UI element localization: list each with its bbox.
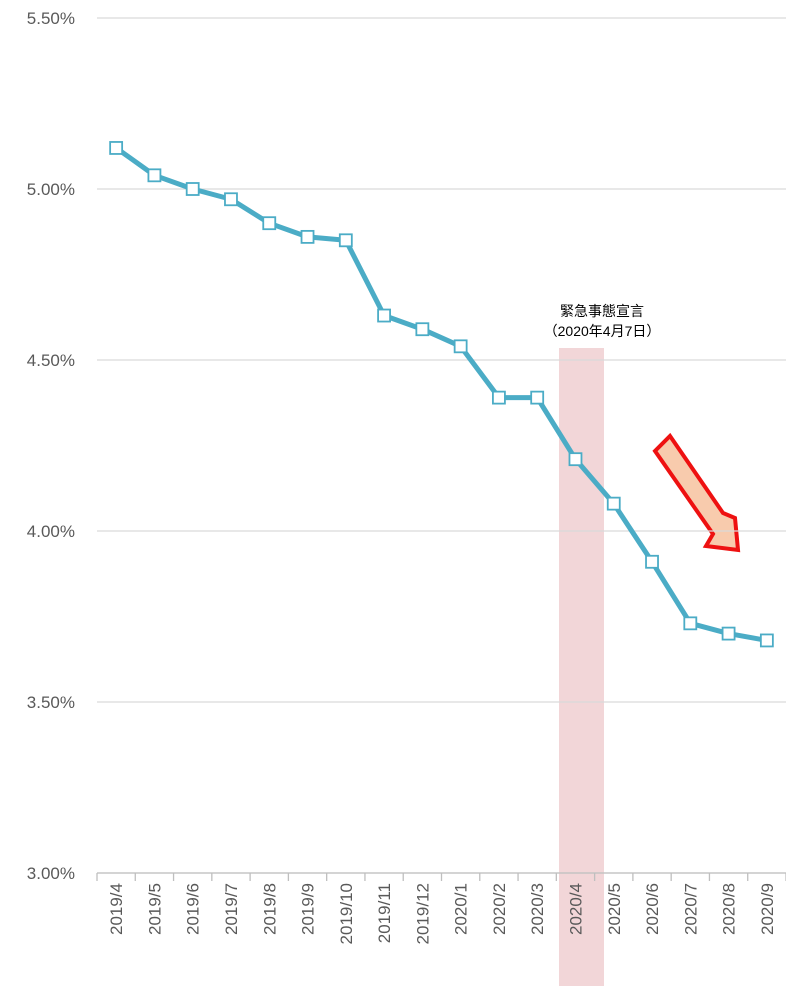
arrow [652,432,741,553]
x-tick-label: 2019/6 [184,883,203,935]
x-tick-label: 2020/2 [490,883,509,935]
marker [377,308,391,323]
marker [224,192,238,207]
marker [300,229,315,244]
x-tick-label: 2019/7 [222,883,241,935]
y-tick-label: 3.50% [27,693,75,712]
marker [683,616,698,631]
marker [606,496,621,511]
y-tick-label: 5.50% [27,9,75,28]
marker [721,626,736,641]
marker [147,168,162,183]
marker [338,233,353,248]
marker [185,182,200,196]
y-tick-label: 4.50% [27,351,75,370]
annotation: （2020年4月7日） [544,323,661,339]
x-tick-label: 2019/5 [145,883,164,935]
marker [262,216,277,231]
x-tick-label: 2019/12 [413,883,432,944]
marker [645,554,659,569]
x-tick-label: 2020/7 [681,883,700,935]
marker [759,633,774,648]
y-tick-label: 5.00% [27,180,75,199]
marker [530,390,545,405]
line [114,145,768,643]
x-tick-label: 2020/5 [605,883,624,935]
x-tick-label: 2020/3 [528,883,547,935]
x-tick-label: 2019/10 [337,883,356,944]
x-tick-label: 2020/1 [452,883,471,935]
y-tick-label: 4.00% [27,522,75,541]
marker [453,339,468,354]
marker [415,322,430,337]
marker [492,390,506,405]
x-tick-label: 2020/9 [758,883,777,935]
marker [568,452,583,467]
y-tick-label: 3.00% [27,864,75,883]
x-tick-label: 2020/4 [566,883,585,935]
x-tick-label: 2019/9 [299,883,318,935]
x-tick-label: 2019/11 [375,883,394,943]
x-tick-label: 2019/8 [260,883,279,935]
marker [109,141,124,155]
annotation: 緊急事態宣言 [560,303,644,319]
x-tick-label: 2019/4 [107,883,126,935]
x-tick-label: 2020/8 [720,883,739,935]
x-tick-label: 2020/6 [643,883,662,935]
